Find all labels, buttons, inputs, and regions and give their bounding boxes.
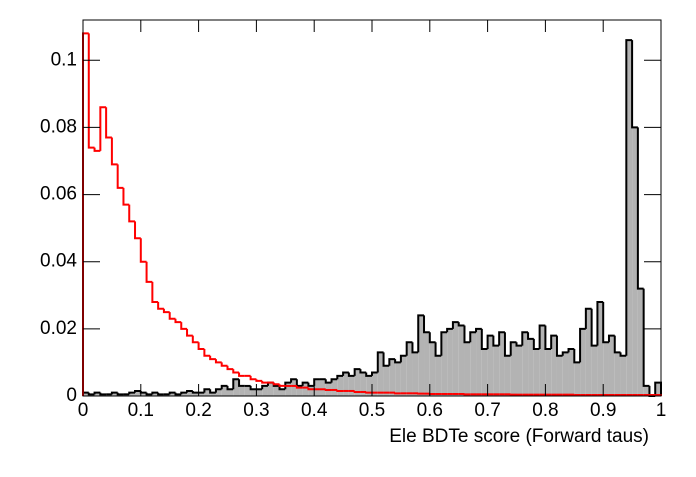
histogram-step [615, 336, 621, 353]
histogram-step [147, 262, 153, 282]
histogram-step [239, 379, 245, 386]
histogram-step [228, 366, 234, 369]
histogram-step [430, 332, 436, 342]
histogram-bar [615, 352, 621, 396]
histogram-step [459, 322, 465, 325]
histogram-bar [505, 356, 511, 396]
plot-frame [83, 20, 661, 396]
histogram-bar [493, 346, 499, 396]
histogram-step [152, 282, 158, 302]
histogram-step [366, 392, 372, 393]
histogram-bar [574, 362, 580, 396]
x-tick-label: 0.3 [243, 400, 269, 421]
histogram-bar [251, 389, 257, 396]
histogram-step [199, 342, 205, 349]
histogram-bar [621, 356, 627, 396]
x-tick-label: 0.9 [590, 400, 616, 421]
histogram-bar [534, 349, 540, 396]
histogram-step [239, 373, 245, 376]
x-tick-label: 0.7 [474, 400, 500, 421]
histogram-step [89, 33, 95, 147]
histogram-bar [592, 346, 598, 396]
y-tick-label: 0.08 [40, 116, 77, 137]
histogram-step [158, 302, 164, 309]
histogram-step [360, 369, 366, 372]
histogram-bar [384, 366, 390, 396]
histogram-step [193, 391, 199, 393]
histogram-step [175, 319, 181, 322]
histogram-step [638, 127, 644, 288]
y-tick-label: 0.04 [40, 251, 77, 272]
histogram-step [141, 391, 147, 393]
histogram-step [251, 376, 257, 379]
histogram-bar [517, 346, 523, 396]
histogram-bar [447, 329, 453, 396]
histogram-step [100, 393, 106, 395]
histogram-step [123, 188, 129, 205]
histogram-step [118, 164, 124, 188]
histogram-bar [563, 352, 569, 396]
y-tick-label: 0.06 [40, 184, 77, 205]
histogram-step [112, 138, 118, 165]
histogram-step [106, 107, 112, 137]
x-tick-label: 0 [78, 400, 89, 421]
histogram-bar [412, 352, 418, 396]
histogram-bar [239, 386, 245, 396]
x-axis-label: Ele BDTe score (Forward taus) [389, 426, 649, 447]
histogram-step [129, 205, 135, 222]
histogram-step [181, 322, 187, 329]
histogram-bar [308, 386, 314, 396]
histogram-step [170, 312, 176, 319]
histogram-step [158, 393, 164, 395]
x-tick-label: 0.2 [185, 400, 211, 421]
histogram-step [118, 393, 124, 395]
histogram-bar [228, 389, 234, 396]
y-tick-label: 0.02 [40, 318, 77, 339]
histogram-bar [280, 389, 286, 396]
histogram-step [632, 40, 638, 127]
histogram-step [204, 349, 210, 356]
histogram-bar [464, 342, 470, 396]
histogram-step [644, 289, 650, 386]
histogram-step [424, 315, 430, 332]
histogram-step [262, 381, 268, 383]
histogram-step [193, 336, 199, 343]
histogram-bar [256, 389, 262, 396]
histogram-step [326, 389, 332, 390]
y-tick-label: 0 [66, 385, 77, 406]
x-tick-label: 0.1 [128, 400, 154, 421]
histogram-bar [436, 356, 442, 396]
histogram-step [222, 362, 228, 365]
histogram-step [395, 393, 401, 394]
histogram-step [528, 332, 534, 339]
y-tick-label: 0.1 [51, 49, 77, 70]
x-tick-label: 0.5 [359, 400, 385, 421]
histogram-bar [545, 349, 551, 396]
histogram-bar [603, 342, 609, 396]
x-tick-label: 0.8 [532, 400, 558, 421]
histogram-step [141, 238, 147, 262]
x-tick-label: 1 [656, 400, 667, 421]
histogram-step [135, 221, 141, 238]
histogram-step [355, 391, 361, 392]
histogram-bar [349, 376, 355, 396]
histogram-step [210, 356, 216, 359]
histogram-step [164, 309, 170, 312]
x-tick-label: 0.6 [417, 400, 443, 421]
x-tick-label: 0.4 [301, 400, 328, 421]
histogram-bar [557, 356, 563, 396]
histogram-step [256, 379, 262, 381]
histogram-bar [453, 322, 459, 396]
histogram-step [187, 329, 193, 336]
histogram-bar [482, 349, 488, 396]
histogram-step [274, 383, 280, 385]
histogram-bar [395, 362, 401, 396]
histogram-step [233, 369, 239, 372]
histogram-step [337, 390, 343, 391]
histogram-step [251, 386, 257, 389]
histogram-step [216, 359, 222, 362]
